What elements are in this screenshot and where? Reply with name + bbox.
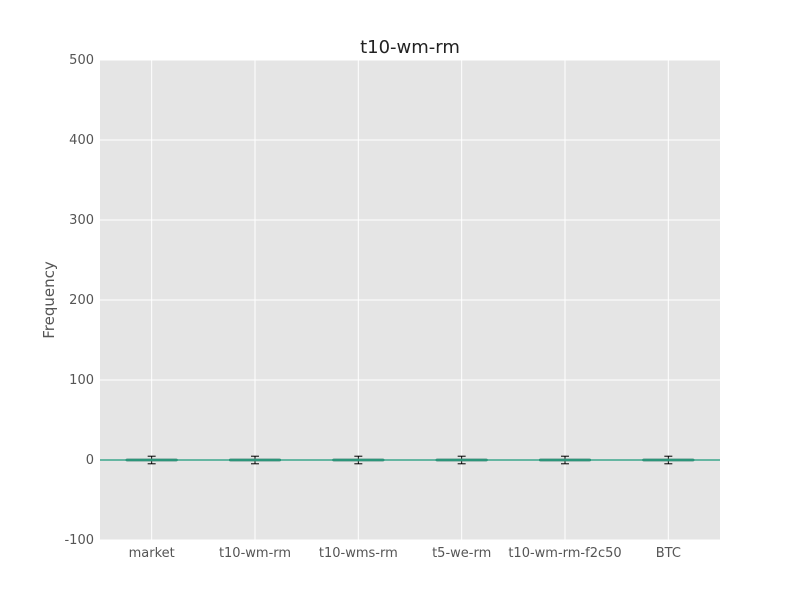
x-tick-labels: market t10-wm-rm t10-wms-rm t5-we-rm t10-wm-… <box>129 546 681 561</box>
x-tick-label: t10-wm-rm <box>219 546 291 561</box>
y-tick-label: 100 <box>69 373 94 388</box>
y-tick-label: 300 <box>69 213 94 228</box>
x-tick-label: market <box>129 546 175 561</box>
chart-title: t10-wm-rm <box>360 37 460 58</box>
y-tick-label: 0 <box>86 453 94 468</box>
y-tick-label: 200 <box>69 293 94 308</box>
y-axis-label: Frequency <box>40 261 58 339</box>
y-tick-labels: -100 0 100 200 300 400 500 <box>64 53 94 548</box>
x-tick-label: t5-we-rm <box>432 546 491 561</box>
x-tick-label: t10-wm-rm-f2c50 <box>508 546 621 561</box>
y-tick-label: 500 <box>69 53 94 68</box>
y-tick-label: -100 <box>64 533 94 548</box>
x-tick-label: BTC <box>656 546 681 561</box>
y-tick-label: 400 <box>69 133 94 148</box>
x-tick-label: t10-wms-rm <box>319 546 398 561</box>
